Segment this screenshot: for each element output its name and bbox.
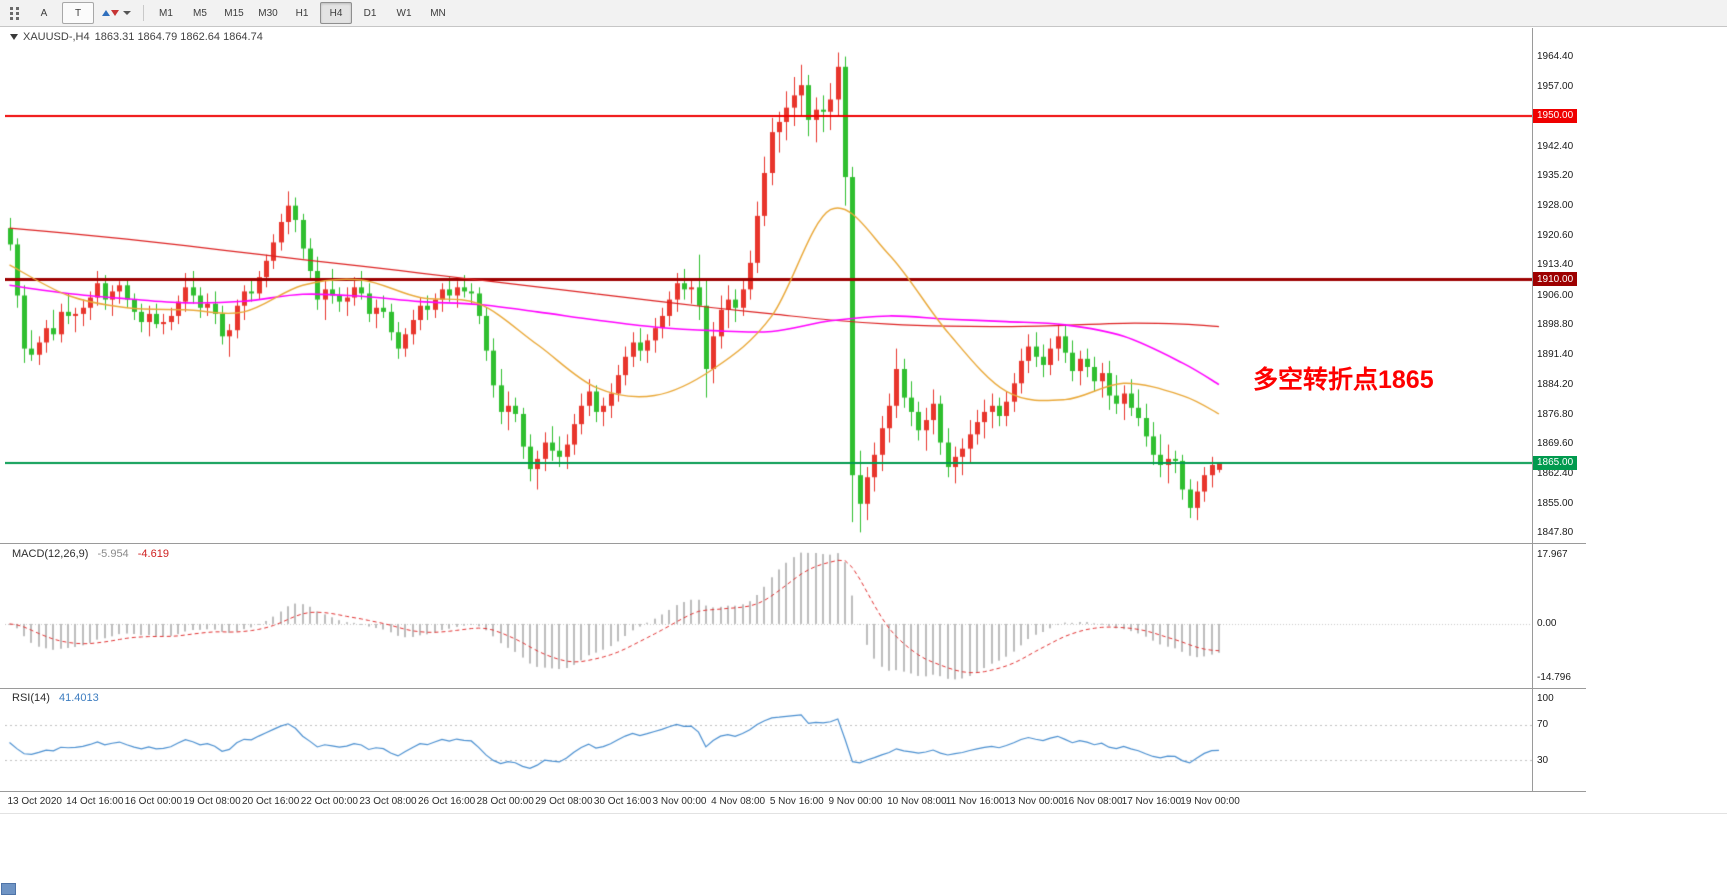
timeframe-button-m5[interactable]: M5 [193, 7, 207, 19]
time-axis-label: 22 Oct 00:00 [300, 796, 358, 807]
chart-title: XAUUSD-,H4 1863.31 1864.79 1862.64 1864.… [10, 31, 263, 43]
time-axis-label: 17 Nov 16:00 [1121, 796, 1182, 807]
macd-axis-zero: 0.00 [1537, 617, 1557, 629]
time-axis-label: 26 Oct 16:00 [417, 796, 476, 807]
price-axis-label: 1884.20 [1537, 378, 1574, 390]
collapse-triangle-icon [10, 34, 18, 40]
price-axis-label: 1869.60 [1537, 438, 1574, 450]
time-axis-label: 30 Oct 16:00 [593, 796, 652, 807]
macd-signal-value: -4.619 [137, 548, 169, 560]
price-axis-label: 1898.80 [1537, 318, 1574, 330]
time-axis-label: 3 Nov 00:00 [652, 796, 707, 807]
price-line-badge-1950-00: 1950.00 [1533, 108, 1578, 123]
timeframe-button-h4[interactable]: H4 [320, 2, 352, 24]
dropdown-caret-icon [123, 11, 131, 15]
timeframe-button-d1[interactable]: D1 [363, 7, 377, 19]
price-line-badge-1865-00: 1865.00 [1533, 455, 1578, 470]
timeframe-button-mn[interactable]: MN [430, 7, 446, 19]
time-axis-label: 5 Nov 16:00 [769, 796, 824, 807]
price-axis-label: 1935.20 [1537, 170, 1574, 182]
up-arrow-icon [102, 10, 110, 16]
macd-main-value: -5.954 [97, 548, 129, 560]
toolbar-separator [143, 5, 144, 21]
price-axis-border [1532, 28, 1533, 791]
time-axis-label: 29 Oct 08:00 [535, 796, 593, 807]
arrows-tool-button[interactable] [96, 2, 137, 24]
time-axis-label: 23 Oct 08:00 [359, 796, 417, 807]
timeframe-group: M1 M5 M15 M30 H1 H4 D1 W1 MN [149, 2, 455, 24]
price-axis-label: 1964.40 [1537, 50, 1574, 62]
price-axis-label: 1891.40 [1537, 349, 1574, 361]
price-axis-label: 1876.80 [1537, 408, 1574, 420]
menu-grid-icon[interactable] [8, 6, 22, 20]
macd-name: MACD(12,26,9) [12, 548, 89, 560]
macd-axis-max: 17.967 [1537, 549, 1568, 560]
price-line-badge-1910-00: 1910.00 [1533, 272, 1578, 287]
rsi-canvas[interactable] [5, 690, 1532, 790]
price-axis-label: 1920.60 [1537, 229, 1574, 241]
timeframe-button-m15[interactable]: M15 [224, 7, 244, 19]
price-axis-label: 1913.40 [1537, 259, 1574, 271]
panel-separator-rsi[interactable] [0, 688, 1586, 689]
chart-window-bottom-border [0, 813, 1727, 814]
time-axis-label: 16 Nov 08:00 [1063, 796, 1123, 807]
tool-t-button[interactable]: T [62, 2, 94, 24]
time-axis-label: 10 Nov 08:00 [887, 796, 947, 807]
rsi-axis-30: 30 [1537, 755, 1549, 766]
price-axis-label: 1847.80 [1537, 527, 1574, 539]
chart-annotation[interactable]: 多空转折点1865 [1253, 366, 1434, 394]
main-chart-canvas[interactable] [5, 28, 1532, 543]
price-axis-label: 1928.00 [1537, 199, 1574, 211]
price-axis-label: 1855.00 [1537, 497, 1574, 509]
time-axis-label: 16 Oct 00:00 [124, 796, 183, 807]
macd-axis-min: -14.796 [1537, 672, 1571, 683]
price-axis-label: 1906.00 [1537, 289, 1574, 301]
tool-a-button[interactable]: A [40, 7, 48, 19]
chart-ohlc-values: 1863.31 1864.79 1862.64 1864.74 [94, 31, 263, 43]
time-axis-label: 14 Oct 16:00 [66, 796, 124, 807]
price-axis-label: 1942.40 [1537, 140, 1574, 152]
time-axis-label: 4 Nov 08:00 [711, 796, 766, 807]
scrollbar-thumb[interactable] [1, 883, 16, 895]
price-axis-label: 1957.00 [1537, 81, 1574, 93]
panel-separator-macd[interactable] [0, 543, 1586, 544]
rsi-axis-100: 100 [1537, 693, 1554, 704]
time-axis-label: 9 Nov 00:00 [828, 796, 883, 807]
down-arrow-icon [111, 10, 119, 16]
time-axis-label: 19 Nov 00:00 [1180, 796, 1240, 807]
chart-symbol-period: XAUUSD-,H4 [23, 31, 90, 43]
price-axis-label: 1862.40 [1537, 467, 1574, 479]
macd-canvas[interactable] [5, 545, 1532, 687]
timeframe-button-m1[interactable]: M1 [159, 7, 173, 19]
rsi-value: 41.4013 [58, 692, 99, 704]
time-axis-label: 13 Oct 2020 [7, 796, 62, 807]
time-axis-label: 28 Oct 00:00 [476, 796, 534, 807]
time-axis-label: 11 Nov 16:00 [945, 796, 1005, 807]
timeframe-button-w1[interactable]: W1 [396, 7, 412, 19]
time-axis-separator [0, 791, 1586, 792]
time-axis-label: 13 Nov 00:00 [1004, 796, 1064, 807]
macd-label: MACD(12,26,9) -5.954 -4.619 [12, 548, 175, 560]
timeframe-button-m30[interactable]: M30 [258, 7, 278, 19]
rsi-axis-70: 70 [1537, 719, 1549, 730]
time-axis-label: 20 Oct 16:00 [242, 796, 300, 807]
rsi-label: RSI(14) 41.4013 [12, 692, 105, 704]
top-toolbar: A T M1 M5 M15 M30 H1 H4 D1 W1 MN [0, 0, 1727, 27]
time-axis-label: 19 Oct 08:00 [183, 796, 241, 807]
timeframe-button-h1[interactable]: H1 [295, 7, 309, 19]
rsi-name: RSI(14) [12, 692, 50, 704]
